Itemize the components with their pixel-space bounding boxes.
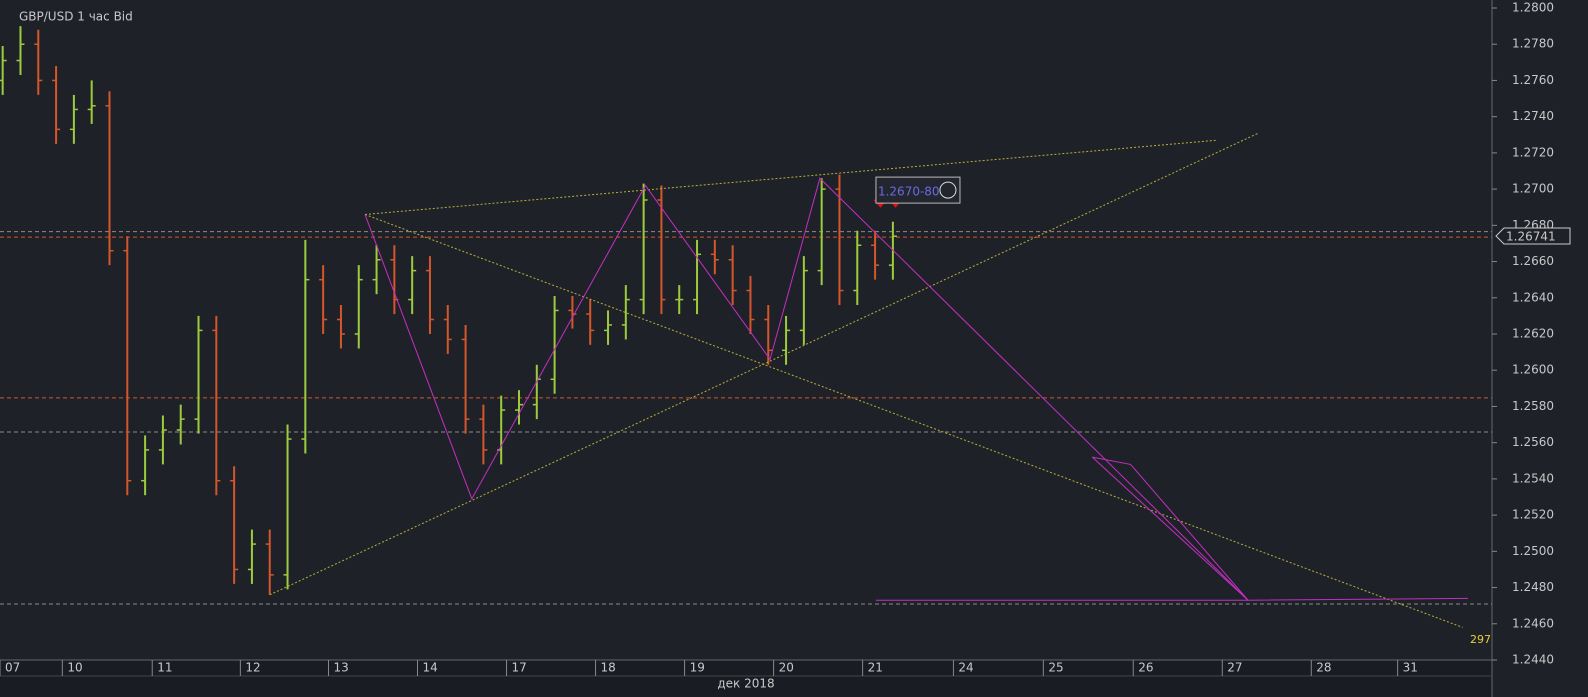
y-tick-label: 1.2460 [1512,616,1554,630]
y-tick-label: 1.2560 [1512,435,1554,449]
x-axis-label: дек 2018 [717,677,774,691]
x-tick-label: 14 [423,661,438,675]
y-tick-label: 1.2580 [1512,399,1554,413]
trendline [364,213,1463,628]
x-tick-label: 13 [333,661,348,675]
y-tick-label: 1.2520 [1512,508,1554,522]
last-price-tag [1495,227,1571,245]
x-tick-label: 25 [1048,661,1063,675]
x-tick-label: 17 [512,661,527,675]
y-tick-label: 1.2800 [1512,1,1554,15]
x-tick-label: 26 [1138,661,1153,675]
y-tick-label: 1.2780 [1512,37,1554,51]
price-box [875,176,961,204]
y-tick-label: 1.2500 [1512,544,1554,558]
x-tick-label: 12 [245,661,260,675]
price-box-label: 1.2670-80 [878,185,940,199]
y-tick-label: 1.2600 [1512,363,1554,377]
x-tick-label: 27 [1227,661,1242,675]
chart-title: GBP/USD 1 час Bid [19,10,133,24]
x-tick-label: 10 [67,661,82,675]
x-tick-label: 28 [1316,661,1331,675]
x-tick-label: 18 [601,661,616,675]
x-tick-label: 07 [5,661,20,675]
x-tick-label: 11 [157,661,172,675]
y-tick-label: 1.2640 [1512,290,1554,304]
trendline [269,132,1259,596]
x-tick-label: 19 [690,661,705,675]
x-tick-label: 24 [958,661,973,675]
trendline [364,139,1217,215]
x-tick-label: 21 [868,661,883,675]
x-axis-strip [0,660,1492,697]
last-price-label: 1.26741 [1506,230,1556,244]
y-tick-label: 1.2760 [1512,73,1554,87]
y-tick-label: 1.2440 [1512,653,1554,667]
y-tick-label: 1.2700 [1512,182,1554,196]
y-tick-label: 1.2480 [1512,580,1554,594]
y-tick-label: 1.2660 [1512,254,1554,268]
clock-icon [939,181,957,199]
y-tick-label: 1.2540 [1512,471,1554,485]
x-tick-label: 31 [1403,661,1418,675]
y-tick-label: 1.2740 [1512,109,1554,123]
corner-label: 297 [1470,633,1491,646]
x-tick-label: 20 [779,661,794,675]
pattern-line [1091,456,1249,601]
y-tick-label: 1.2720 [1512,145,1554,159]
y-tick-label: 1.2620 [1512,327,1554,341]
